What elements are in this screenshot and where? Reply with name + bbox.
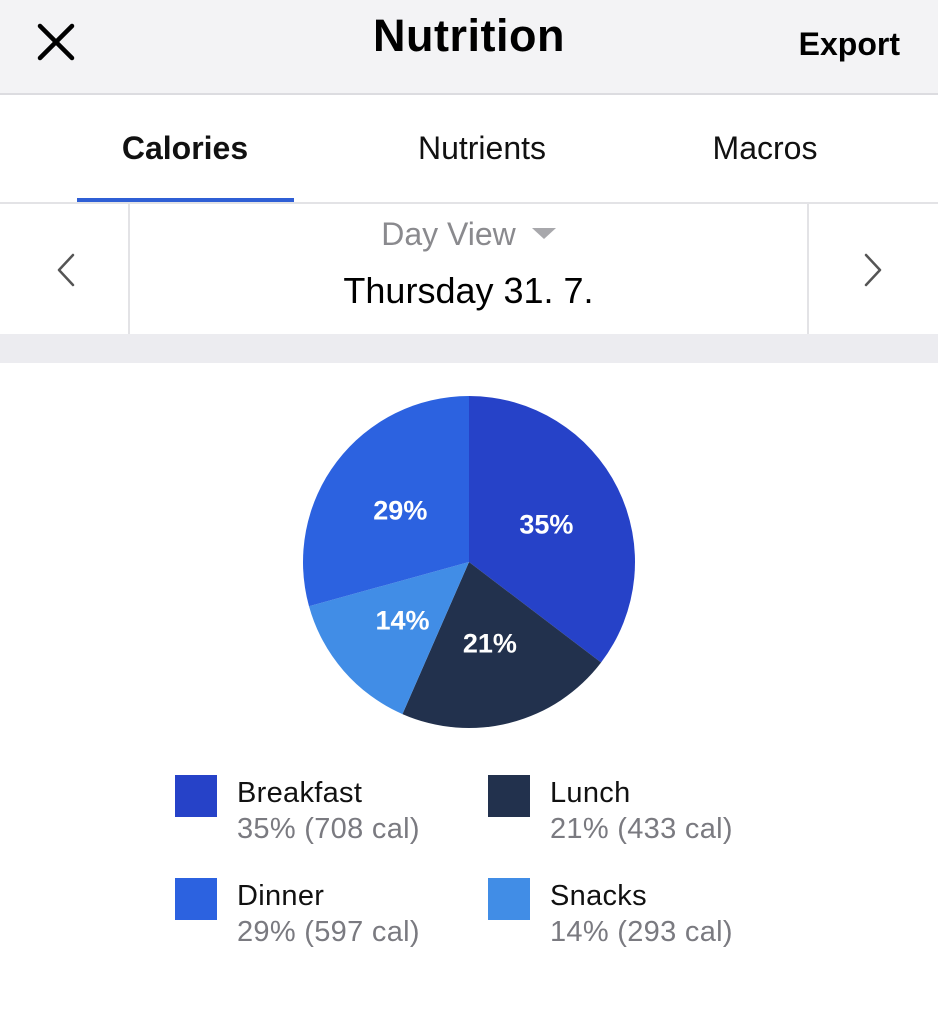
date-navigator: Day View Thursday 31. 7. [0, 204, 938, 334]
legend-swatch [488, 878, 530, 920]
page-title: Nutrition [373, 10, 565, 61]
legend-value: 21% (433 cal) [550, 813, 733, 845]
top-bar: Nutrition Export [0, 0, 938, 95]
legend-item-lunch: Lunch 21% (433 cal) [488, 775, 788, 865]
pie-slice-dinner [302, 396, 469, 607]
pie-slice-label-dinner: 29% [373, 496, 427, 526]
current-date: Thursday 31. 7. [343, 270, 594, 311]
calories-pie-chart: 35% 21% 14% 29% [302, 396, 635, 728]
pie-slice-lunch [402, 562, 602, 728]
legend-item-breakfast: Breakfast 35% (708 cal) [175, 775, 475, 865]
pie-slice-snacks [309, 562, 469, 715]
view-mode-dropdown[interactable]: Day View [130, 216, 807, 253]
legend-label: Dinner [237, 880, 325, 912]
pie-slice-label-lunch: 21% [463, 628, 517, 658]
tab-bar: Calories Nutrients Macros [0, 95, 938, 204]
previous-day-button[interactable] [0, 204, 130, 334]
pie-slice-breakfast [469, 396, 635, 663]
pie-slice-label-snacks: 14% [375, 606, 429, 636]
pie-slice-label-breakfast: 35% [519, 510, 573, 540]
tab-macros[interactable]: Macros [712, 130, 818, 166]
close-icon [37, 23, 75, 61]
legend-item-dinner: Dinner 29% (597 cal) [175, 878, 475, 968]
legend-value: 29% (597 cal) [237, 916, 420, 948]
legend-label: Snacks [550, 880, 647, 912]
legend-label: Lunch [550, 777, 631, 809]
chevron-left-icon [57, 253, 75, 287]
tab-calories[interactable]: Calories [121, 130, 249, 166]
caret-down-icon [531, 228, 556, 240]
next-day-button[interactable] [807, 204, 938, 334]
calories-chart: 35% 21% 14% 29% [0, 363, 938, 763]
tab-nutrients[interactable]: Nutrients [417, 130, 547, 166]
legend-value: 35% (708 cal) [237, 813, 420, 845]
section-divider [0, 334, 938, 363]
legend-value: 14% (293 cal) [550, 916, 733, 948]
chevron-right-icon [864, 253, 882, 287]
legend-swatch [175, 775, 217, 817]
export-button[interactable]: Export [798, 26, 900, 62]
legend-swatch [175, 878, 217, 920]
legend-item-snacks: Snacks 14% (293 cal) [488, 878, 788, 968]
close-button[interactable] [34, 20, 78, 64]
view-mode-label: Day View [381, 216, 516, 252]
legend-label: Breakfast [237, 777, 363, 809]
legend-swatch [488, 775, 530, 817]
active-tab-indicator [77, 198, 294, 202]
